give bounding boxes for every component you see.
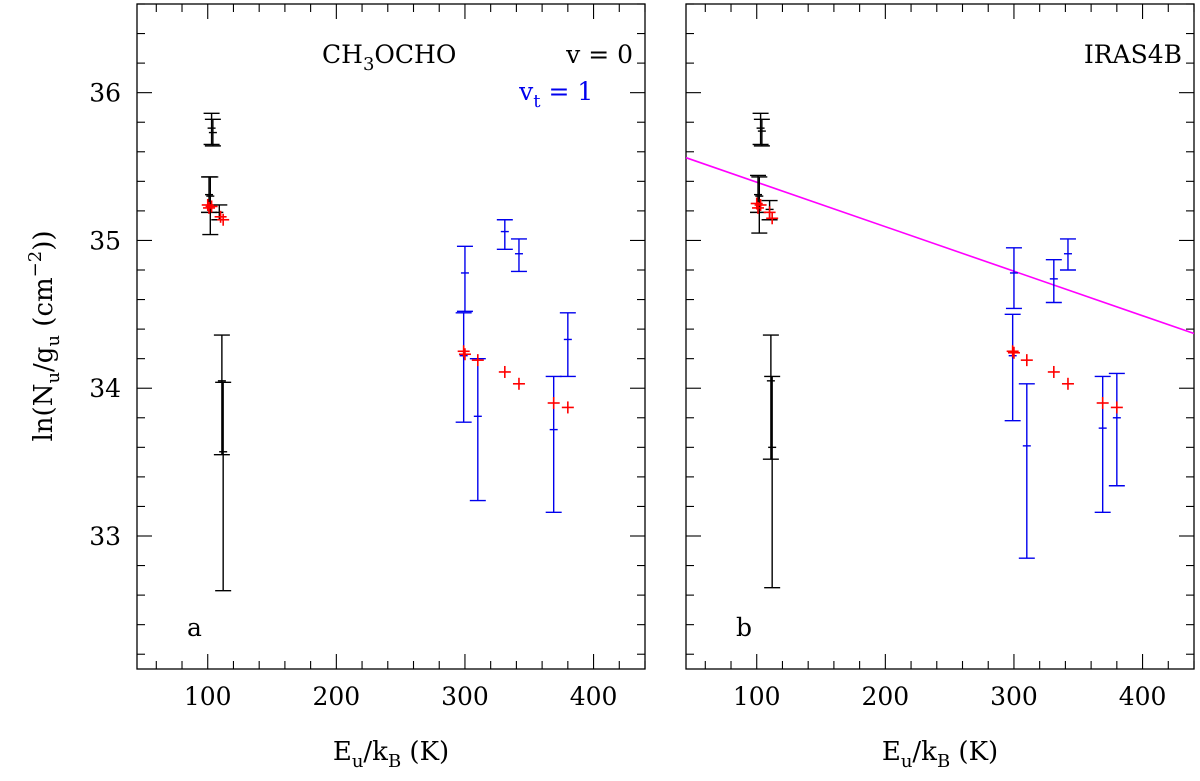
data-point	[753, 118, 770, 147]
y-tick-label: 35	[89, 226, 121, 255]
data-point	[204, 118, 221, 147]
model-point	[471, 354, 484, 367]
data-point	[1004, 313, 1021, 422]
data-point	[203, 112, 220, 146]
data-point	[456, 245, 473, 313]
model-point	[1020, 354, 1033, 367]
model-point	[752, 201, 765, 214]
panel-b: 100 200 300 400 IRAS4B b Eu/kB (K)	[685, 3, 1195, 772]
y-tick-label: 34	[89, 374, 121, 403]
panel-b-letter: b	[736, 613, 752, 642]
data-point	[1045, 258, 1062, 304]
model-point	[217, 213, 230, 226]
model-point	[214, 210, 227, 223]
model-point	[1007, 346, 1020, 359]
model-point	[763, 206, 776, 219]
data-point	[469, 357, 486, 502]
data-point	[1108, 372, 1125, 487]
panel-b-source-label: IRAS4B	[1084, 40, 1182, 69]
x-tick-label: 100	[733, 682, 781, 711]
data-point	[496, 219, 513, 251]
x-tick-label: 100	[184, 682, 232, 711]
y-tick-label: 33	[89, 522, 121, 551]
data-point	[1094, 375, 1111, 514]
fit-line	[685, 156, 1195, 335]
x-tick-label: 300	[990, 682, 1038, 711]
model-point	[1061, 377, 1074, 390]
model-point	[766, 212, 779, 225]
panel-a-letter: a	[187, 613, 202, 642]
x-tick-label: 300	[441, 682, 489, 711]
data-point	[1005, 247, 1022, 310]
model-point	[754, 198, 767, 211]
x-tick-label: 200	[312, 682, 360, 711]
model-point	[498, 365, 511, 378]
panel-a-state-vt1-label: vt = 1	[464, 77, 633, 112]
panel-b-ticks: 100 200 300 400	[686, 3, 1195, 711]
model-point	[458, 348, 471, 361]
model-point	[1047, 365, 1060, 378]
panel-b-x-axis-label: Eu/kB (K)	[882, 737, 998, 772]
panel-a: 100 200 300 400 33 34 35 36 CH3OCHO v = 0 vt = …	[25, 3, 646, 772]
data-point	[215, 381, 232, 592]
model-point	[1006, 345, 1019, 358]
panel-a-state-v0-label: v = 0	[565, 40, 633, 69]
model-point	[203, 201, 216, 214]
y-axis-label: ln(Nu/gu (cm−2))	[25, 230, 64, 441]
model-point	[547, 397, 560, 409]
panel-a-x-axis-label: Eu/kB (K)	[333, 737, 449, 772]
x-tick-label: 400	[1119, 682, 1167, 711]
model-point	[1096, 397, 1109, 409]
panel-a-plot-area	[201, 112, 576, 592]
data-point	[1018, 383, 1035, 559]
panel-b-plot-area	[685, 112, 1195, 589]
data-point	[559, 312, 576, 378]
data-point	[510, 238, 527, 273]
y-tick-label: 36	[89, 79, 121, 108]
panel-a-frame	[136, 3, 646, 670]
data-point	[455, 312, 472, 423]
panel-a-ticks: 100 200 300 400 33 34 35 36	[89, 3, 646, 711]
model-point	[205, 200, 218, 213]
model-point	[561, 401, 574, 414]
x-tick-label: 400	[570, 682, 618, 711]
panel-b-frame	[685, 3, 1195, 670]
model-point	[457, 345, 470, 358]
data-point	[762, 334, 779, 460]
data-point	[1059, 238, 1076, 271]
data-point	[545, 375, 562, 514]
x-tick-label: 200	[861, 682, 909, 711]
model-point	[1110, 401, 1123, 414]
data-point	[752, 112, 769, 146]
data-point	[213, 334, 230, 456]
panel-a-molecule-label: CH3OCHO	[322, 40, 456, 75]
model-point	[512, 377, 525, 390]
data-point	[764, 375, 781, 589]
